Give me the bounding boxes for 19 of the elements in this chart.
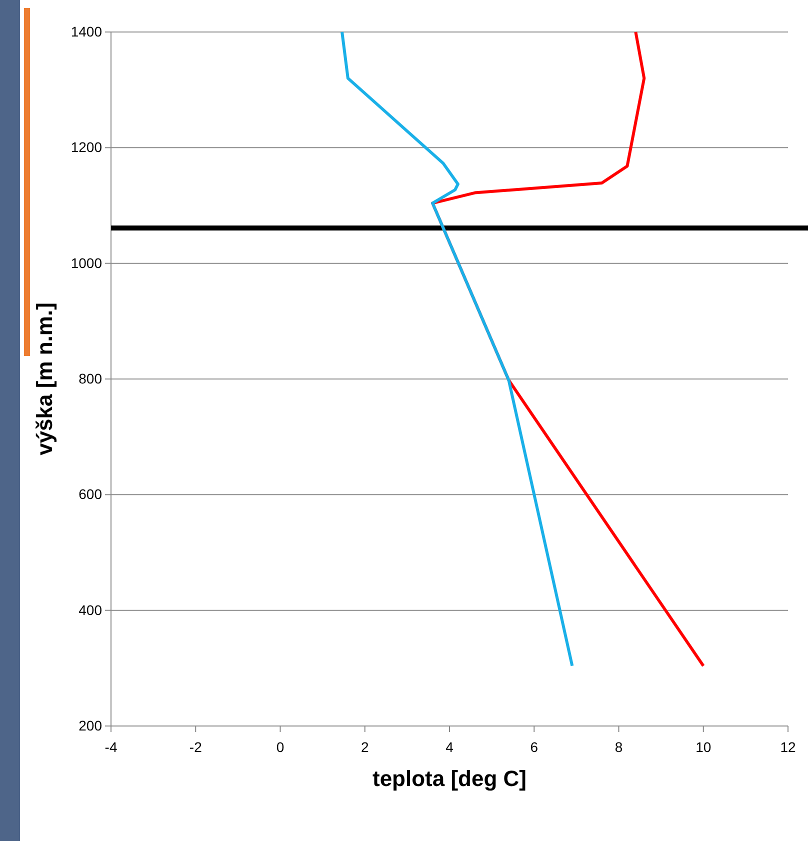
x-axis-title: teplota [deg C] <box>372 766 526 791</box>
x-tick-label: 8 <box>614 738 623 755</box>
y-tick-label: 1400 <box>70 23 102 40</box>
x-tick-label: 12 <box>780 738 796 755</box>
y-tick-label: 800 <box>78 370 102 386</box>
y-tick-label: 600 <box>78 486 102 502</box>
x-tick-label: 0 <box>276 738 284 755</box>
x-tick-label: 2 <box>360 738 369 755</box>
line-series <box>340 30 574 668</box>
y-axis-title: výška [m n.m.] <box>32 302 57 456</box>
y-tick-label: 400 <box>78 602 102 618</box>
x-tick-label: -4 <box>104 738 118 755</box>
y-tick-label: 1000 <box>70 254 102 271</box>
x-tick-label: 6 <box>530 738 538 755</box>
x-tick-label: 4 <box>446 738 454 755</box>
x-tick-label: -2 <box>189 738 202 755</box>
y-tick-label: 200 <box>78 717 102 734</box>
y-tick-label: 1200 <box>70 139 102 156</box>
x-tick-label: 10 <box>696 738 712 755</box>
